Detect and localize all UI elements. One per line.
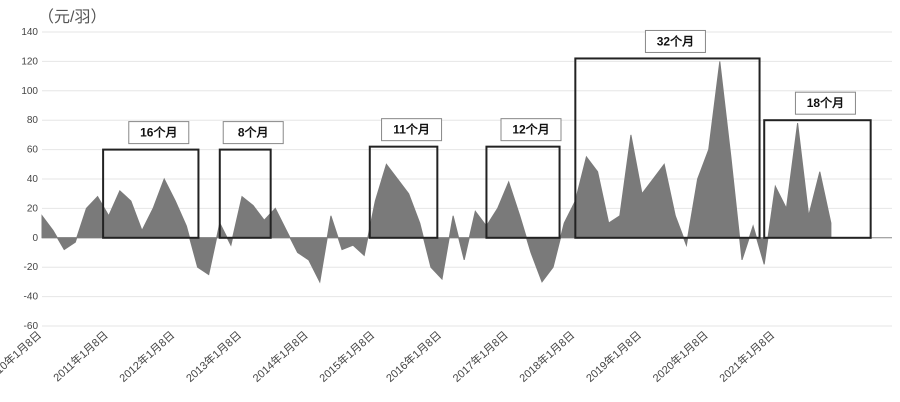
period-label: 16个月 [140,125,177,140]
period-box [218,148,272,239]
y-tick-label: 20 [27,203,39,214]
period-box [368,145,439,239]
x-tick-label: 2011年1月8日 [50,328,111,385]
y-tick-label: 60 [27,145,39,156]
y-tick-label: 120 [21,56,38,67]
period-label: 12个月 [512,122,549,137]
period-label: 11个月 [393,122,430,137]
period-callout [222,121,284,145]
period-box [763,119,872,239]
y-axis-ticks: 140 120 100 80 60 40 20 0 -20 -40 -60 [21,27,38,332]
price-area [41,61,832,284]
y-tick-label: 140 [21,27,38,38]
period-box [102,148,200,239]
profit-boxes: 16个月 8个月 11个月 12个月 32个月 18个月 [102,29,872,239]
period-label: 18个月 [807,95,844,110]
grid [42,31,892,327]
series-area [41,61,832,284]
y-tick-label: 0 [32,233,38,244]
unit-label: （元/羽） [38,8,106,26]
period-label: 32个月 [657,33,694,48]
period-callout [500,118,562,142]
y-tick-label: -60 [24,321,39,332]
x-tick-label: 2016年1月8日 [383,328,444,385]
x-tick-label: 2020年1月8日 [649,328,710,385]
period-box [485,145,561,239]
x-tick-label: 2017年1月8日 [449,328,510,385]
y-tick-label: 40 [27,174,39,185]
period-callout [794,91,856,115]
x-tick-label: 2013年1月8日 [183,328,244,385]
period-box [574,57,761,239]
period-label: 8个月 [238,125,269,140]
period-callout [644,29,706,53]
x-tick-label: 2010年1月8日 [0,328,44,385]
x-tick-label: 2019年1月8日 [583,328,644,385]
y-tick-label: 100 [21,86,38,97]
y-tick-label: -40 [24,292,39,303]
period-callout [128,121,190,145]
x-tick-label: 2015年1月8日 [316,328,377,385]
y-tick-label: 80 [27,115,39,126]
x-tick-label: 2021年1月8日 [716,328,777,385]
period-callout [381,118,443,142]
y-tick-label: -20 [24,262,39,273]
x-axis-ticks: 2010年1月8日 2011年1月8日 2012年1月8日 2013年1月8日 2014… [0,328,777,385]
x-tick-label: 2014年1月8日 [249,328,310,385]
x-tick-label: 2012年1月8日 [116,328,177,385]
x-tick-label: 2018年1月8日 [516,328,577,385]
